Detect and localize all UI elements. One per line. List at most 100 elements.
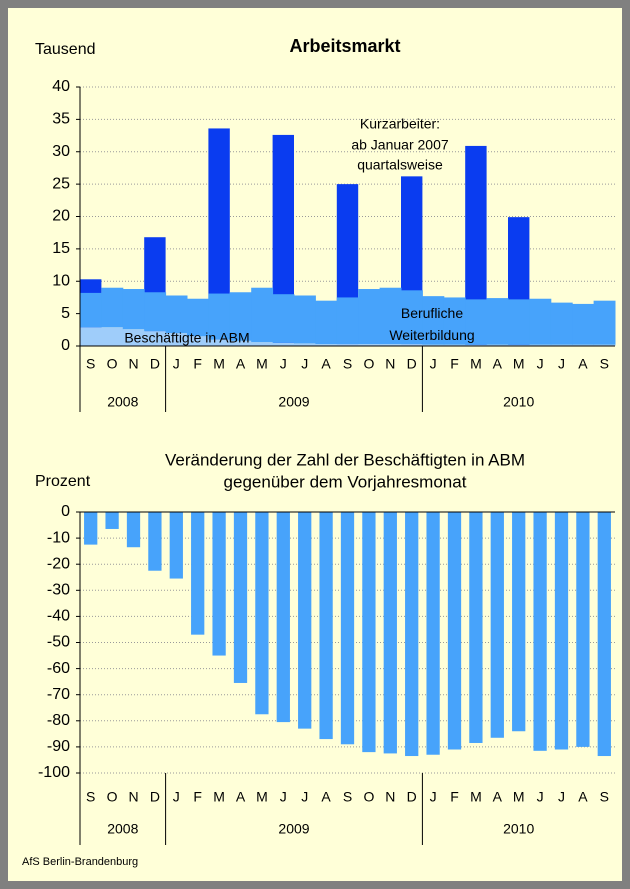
x-tick-label: O <box>107 356 118 372</box>
x-tick-label: O <box>107 789 118 805</box>
y-tick-label: 5 <box>61 305 70 322</box>
y-tick-label: 40 <box>52 78 70 95</box>
x-tick-label: J <box>301 789 308 805</box>
area-segment <box>144 331 167 346</box>
area-segment <box>529 298 552 345</box>
area-segment <box>208 293 231 340</box>
x-tick-label: M <box>213 356 225 372</box>
y-tick-label: 35 <box>52 111 70 128</box>
bar <box>272 134 294 346</box>
y-tick-label: -90 <box>47 738 70 755</box>
y-tick-label: -10 <box>47 529 70 546</box>
area-segment <box>422 344 445 346</box>
bar <box>490 512 504 738</box>
series-label: Beschäftigte in ABM <box>124 330 249 346</box>
x-tick-label: J <box>301 356 308 372</box>
bar <box>126 512 141 548</box>
area-segment <box>229 340 252 346</box>
area-segment <box>251 287 274 343</box>
series-label: Kurzarbeiter: <box>360 116 440 132</box>
x-tick-label: A <box>321 789 331 805</box>
area-segment <box>379 344 402 346</box>
x-tick-label: M <box>213 789 225 805</box>
area-segment <box>593 344 616 346</box>
area-segment <box>187 298 209 337</box>
x-tick-label: A <box>236 356 246 372</box>
y-tick-label: 20 <box>52 208 70 225</box>
y-tick-label: -50 <box>47 634 70 651</box>
bar <box>447 512 462 750</box>
y-tick-label: -20 <box>47 555 70 572</box>
area-segment <box>251 342 274 346</box>
area-segment <box>294 343 316 346</box>
area-segment <box>315 344 338 346</box>
area-segment <box>272 342 295 346</box>
y-tick-label: -60 <box>47 660 70 677</box>
bar <box>405 512 419 757</box>
area-segment <box>272 294 295 343</box>
group-label: 2008 <box>107 394 138 410</box>
y-axis-label: Tausend <box>35 41 96 58</box>
group-label: 2010 <box>503 821 534 837</box>
x-tick-label: M <box>470 356 482 372</box>
area-segment <box>187 336 209 346</box>
x-tick-label: J <box>280 356 287 372</box>
area-segment <box>144 292 167 332</box>
x-tick-label: A <box>493 789 503 805</box>
area-segment <box>465 344 488 346</box>
x-tick-label: J <box>537 789 544 805</box>
y-tick-label: 15 <box>52 240 70 257</box>
area-segment <box>101 327 124 346</box>
area-segment <box>508 299 530 345</box>
y-tick-label: 0 <box>61 337 70 354</box>
x-tick-label: A <box>236 789 246 805</box>
area-segment <box>443 344 466 346</box>
chart-title: Veränderung der Zahl der Beschäftigten i… <box>165 450 525 469</box>
x-tick-label: J <box>537 356 544 372</box>
background <box>8 8 622 881</box>
bar <box>340 512 355 745</box>
bar <box>208 128 230 346</box>
area-segment <box>80 327 102 346</box>
group-label: 2009 <box>278 394 309 410</box>
area-segment <box>315 300 338 345</box>
x-tick-label: A <box>321 356 331 372</box>
bar <box>426 512 440 755</box>
x-tick-label: J <box>558 789 565 805</box>
area-segment <box>572 344 595 346</box>
area-segment <box>165 295 188 334</box>
bar <box>276 512 290 723</box>
x-tick-label: J <box>430 356 437 372</box>
area-segment <box>465 299 488 345</box>
y-axis-label: Prozent <box>35 473 91 490</box>
area-segment <box>80 292 102 328</box>
y-tick-label: 30 <box>52 143 70 160</box>
x-tick-label: M <box>256 356 268 372</box>
annotation: ab Januar 2007 <box>351 137 449 153</box>
x-tick-label: J <box>173 356 180 372</box>
area-segment <box>358 289 381 345</box>
x-tick-label: M <box>470 789 482 805</box>
footer: AfS Berlin-Brandenburg <box>22 856 138 868</box>
x-tick-label: F <box>450 356 459 372</box>
y-tick-label: -30 <box>47 582 70 599</box>
y-tick-label: -80 <box>47 712 70 729</box>
x-tick-label: N <box>128 789 138 805</box>
annotation: quartalsweise <box>357 157 443 173</box>
x-tick-label: J <box>558 356 565 372</box>
bar <box>383 512 397 754</box>
x-tick-label: A <box>578 789 588 805</box>
area-segment <box>379 287 402 345</box>
x-tick-label: D <box>407 356 417 372</box>
area-segment <box>122 329 145 346</box>
bar <box>576 512 590 747</box>
area-segment <box>336 344 359 346</box>
bar <box>105 512 119 529</box>
x-tick-label: J <box>280 789 287 805</box>
x-tick-label: S <box>86 789 95 805</box>
bar <box>554 512 569 750</box>
bar <box>319 512 333 740</box>
x-tick-label: J <box>430 789 437 805</box>
